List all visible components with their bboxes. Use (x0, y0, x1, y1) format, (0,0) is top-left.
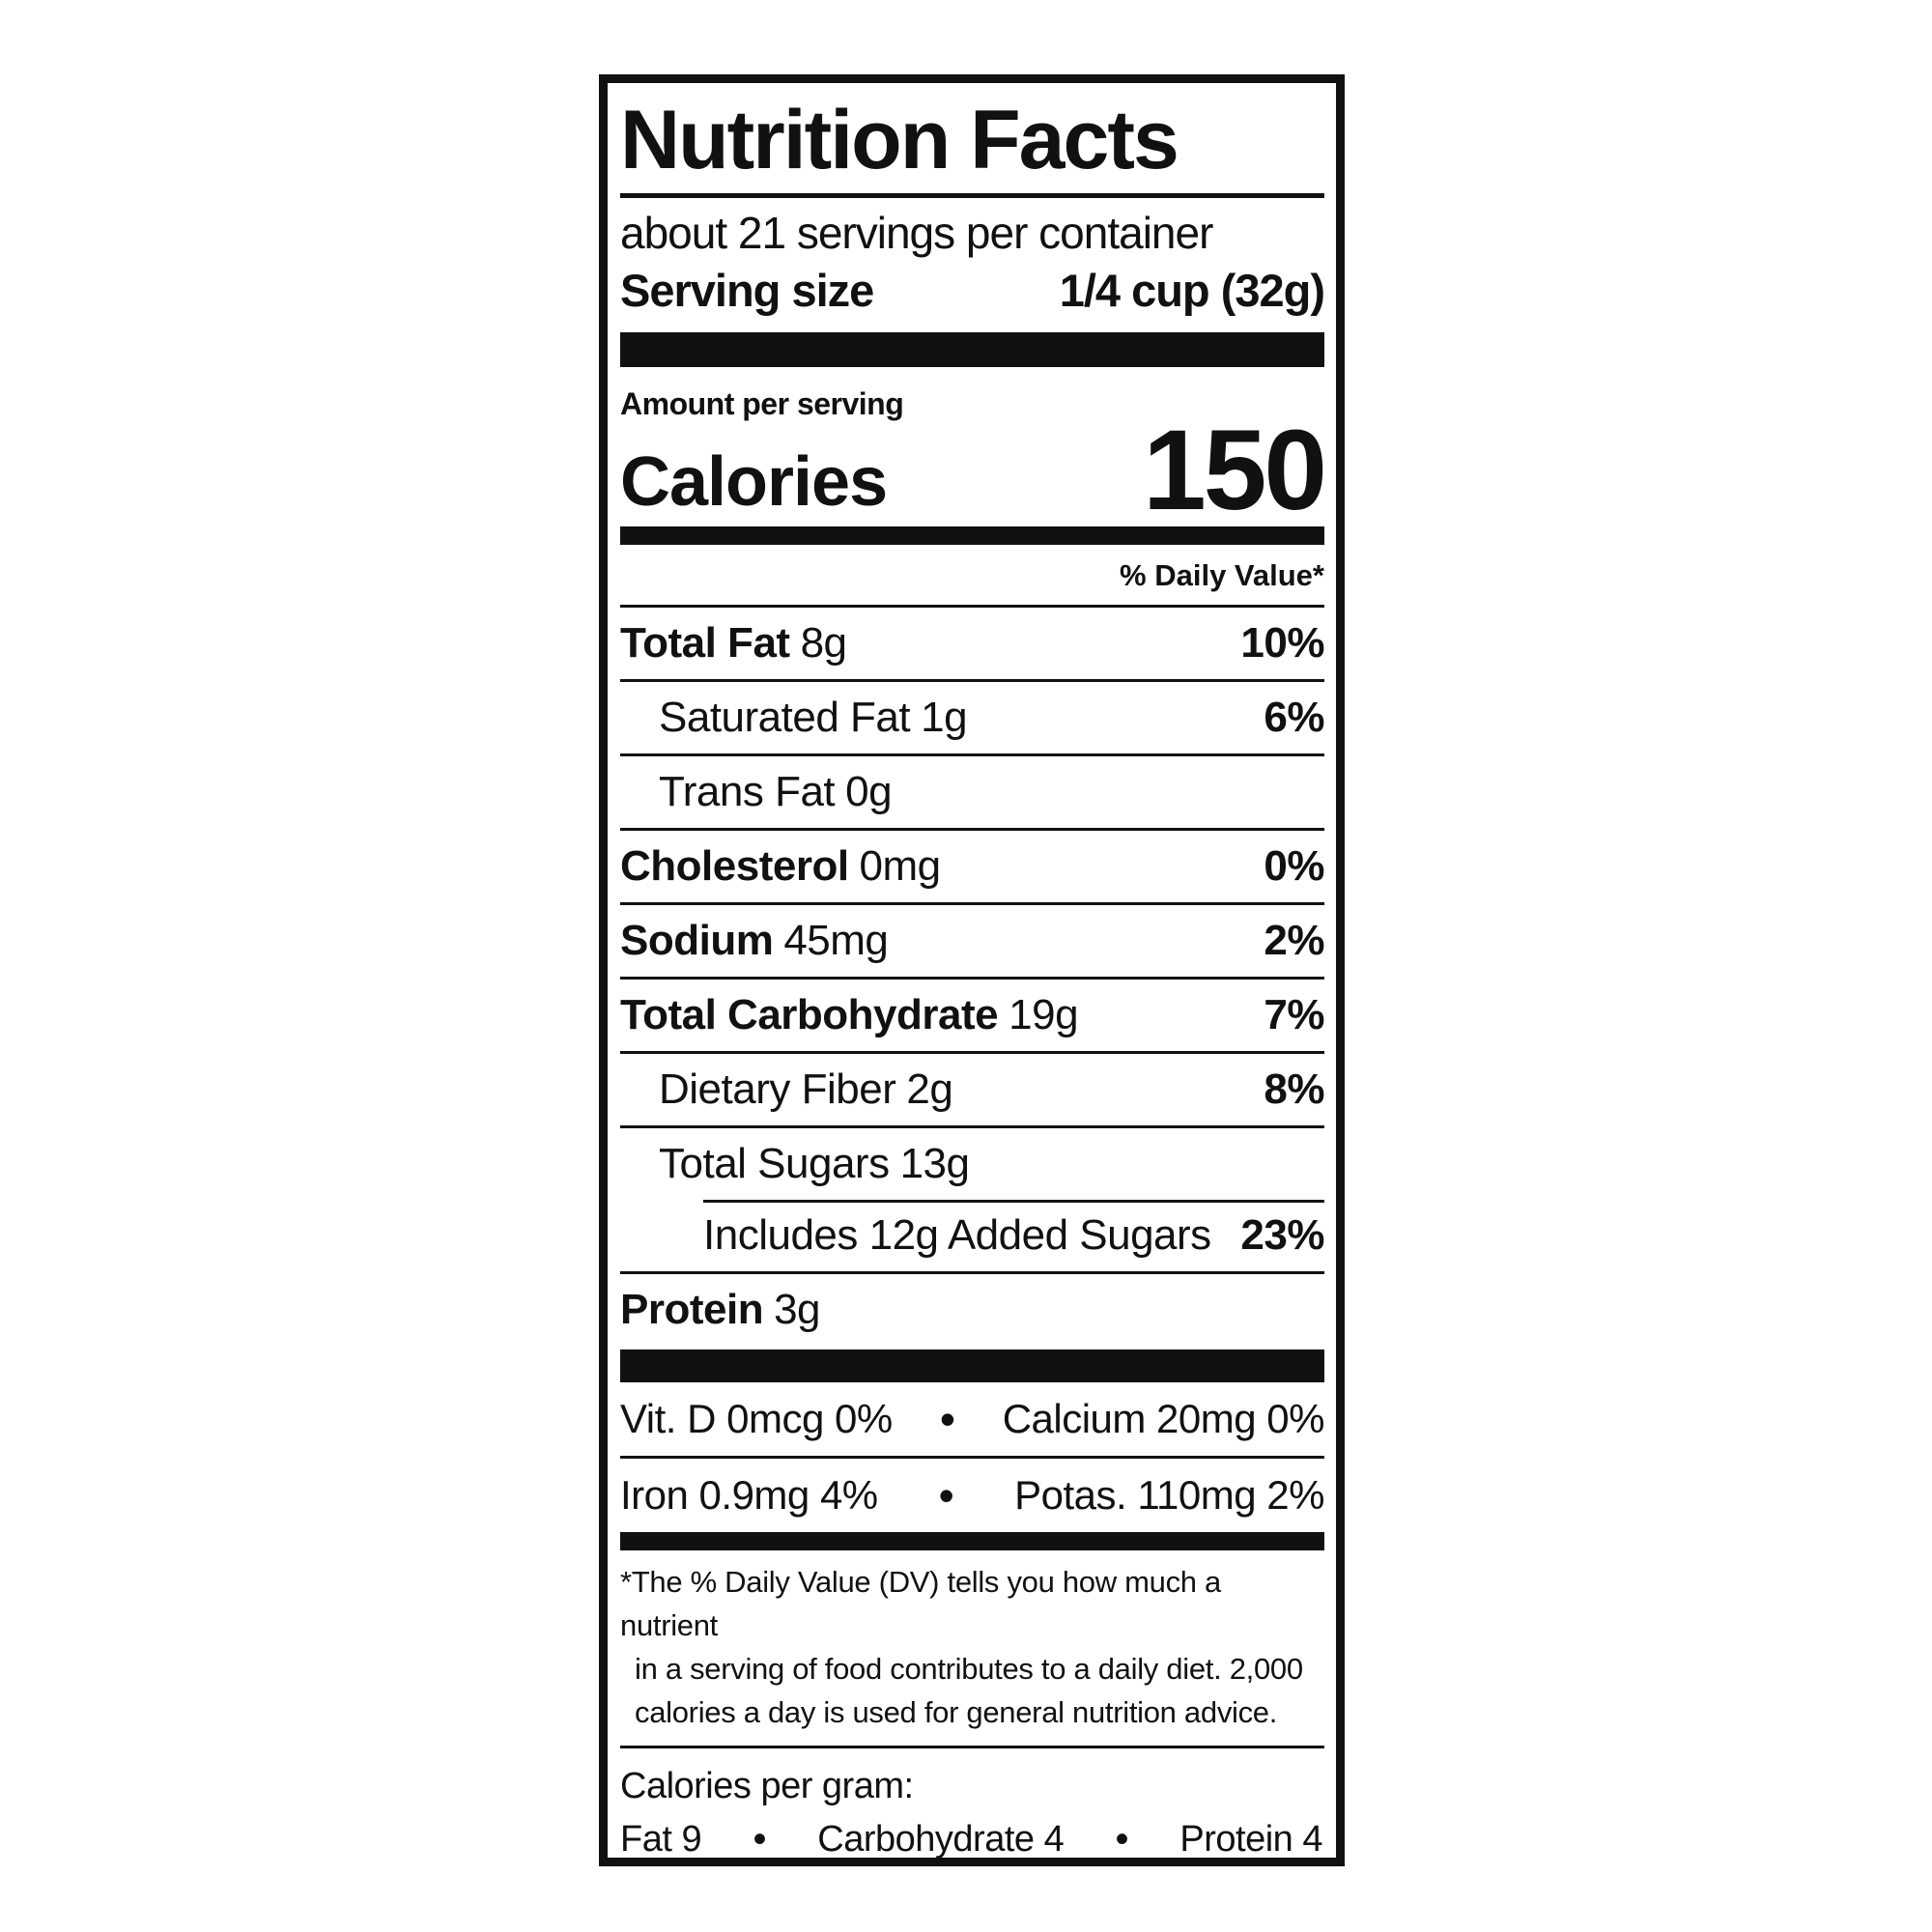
footnote-line: *The % Daily Value (DV) tells you how mu… (620, 1565, 1221, 1643)
nutrient-amount: 13g (899, 1140, 970, 1188)
nutrient-name: Trans Fat (659, 768, 836, 816)
nutrient-name: Total Fat (620, 619, 790, 668)
nutrient-name: Cholesterol (620, 842, 849, 891)
calories-label: Calories (620, 443, 888, 522)
thick-divider-bar (620, 331, 1324, 367)
thick-divider-bar (620, 1350, 1324, 1383)
nutrient-dv: 2% (1264, 917, 1324, 965)
calories-row: Calories 150 (620, 406, 1327, 534)
bullet-separator: • (753, 1818, 766, 1861)
servings-per-container: about 21 servings per container (620, 207, 1213, 258)
amount-per-serving: Amount per serving (620, 385, 904, 421)
nutrient-row-protein: Protein 3g (620, 1274, 1324, 1346)
title-divider (620, 192, 1324, 198)
nutrient-row-trans-fat: Trans Fat 0g (620, 756, 1324, 832)
footnote-line: in a serving of food contributes to a da… (635, 1652, 1303, 1687)
bullet-separator: • (938, 1470, 954, 1521)
nutrient-dv: 0% (1264, 842, 1324, 891)
nutrient-dv: 7% (1264, 991, 1324, 1039)
micronutrient-left: Vit. D 0mcg 0% (620, 1396, 893, 1442)
nutrient-amount: 0mg (859, 842, 942, 891)
nutrient-name: Total Sugars (659, 1140, 890, 1188)
nutrient-name: Saturated Fat (659, 694, 911, 742)
medium-divider-bar (620, 1532, 1324, 1551)
nutrient-dv: 6% (1264, 694, 1324, 742)
nutrient-amount: 0g (845, 768, 893, 816)
footnote-line: calories a day is used for general nutri… (635, 1695, 1278, 1730)
nutrient-row-total-fat: Total Fat 8g 10% (620, 608, 1324, 683)
nutrient-row-total-carbohydrate: Total Carbohydrate 19g 7% (620, 980, 1324, 1055)
thin-divider (620, 1746, 1324, 1749)
nutrient-amount: 1g (921, 694, 968, 742)
daily-value-header: % Daily Value* (620, 545, 1324, 609)
nutrient-dv: 23% (1240, 1211, 1324, 1260)
nutrient-name: Total Carbohydrate (620, 991, 999, 1039)
nutrient-name: Dietary Fiber (659, 1065, 896, 1114)
micronutrient-row-1: Vit. D 0mcg 0% • Calcium 20mg 0% (620, 1382, 1325, 1460)
nutrient-row-sodium: Sodium 45mg 2% (620, 905, 1324, 980)
medium-divider-bar (620, 526, 1324, 546)
nutrient-row-total-sugars: Total Sugars 13g (620, 1128, 1324, 1200)
nutrient-row-cholesterol: Cholesterol 0mg 0% (620, 831, 1324, 906)
daily-value-footnote: *The % Daily Value (DV) tells you how mu… (620, 1550, 1324, 1746)
cpg-protein: Protein 4 (1179, 1819, 1322, 1861)
calories-value: 150 (1143, 406, 1327, 534)
nutrient-amount: 8g (800, 619, 847, 668)
micronutrient-right: Potas. 110mg 2% (1014, 1472, 1324, 1519)
nutrition-facts-label: Nutrition Facts about 21 servings per co… (599, 74, 1345, 1866)
micronutrient-row-2: Iron 0.9mg 4% • Potas. 110mg 2% (620, 1459, 1324, 1532)
nutrient-name: Includes 12g Added Sugars (703, 1211, 1211, 1260)
nutrient-amount: 45mg (783, 917, 889, 965)
label-title: Nutrition Facts (620, 94, 1179, 186)
micronutrient-left: Iron 0.9mg 4% (620, 1472, 878, 1519)
serving-size-label: Serving size (620, 264, 874, 316)
nutrient-row-dietary-fiber: Dietary Fiber 2g 8% (620, 1054, 1324, 1129)
bullet-separator: • (1115, 1818, 1129, 1861)
nutrient-row-saturated-fat: Saturated Fat 1g 6% (620, 682, 1324, 757)
nutrient-name: Protein (620, 1286, 764, 1334)
nutrient-amount: 19g (1009, 991, 1079, 1039)
nutrient-dv: 8% (1264, 1065, 1324, 1114)
nutrient-dv: 10% (1240, 619, 1324, 668)
serving-size-value: 1/4 cup (32g) (1059, 264, 1325, 316)
calories-per-gram-label: Calories per gram: (620, 1766, 914, 1807)
cpg-fat: Fat 9 (620, 1819, 702, 1861)
cpg-carbohydrate: Carbohydrate 4 (817, 1819, 1065, 1861)
micronutrient-right: Calcium 20mg 0% (1002, 1396, 1325, 1442)
nutrient-amount: 3g (774, 1286, 821, 1334)
nutrient-amount: 2g (906, 1065, 953, 1114)
serving-size-row: Serving size 1/4 cup (32g) (620, 261, 1325, 321)
calories-per-gram-row: Fat 9 • Carbohydrate 4 • Protein 4 (620, 1812, 1324, 1861)
nutrient-row-added-sugars: Includes 12g Added Sugars 23% (620, 1200, 1324, 1275)
bullet-separator: • (939, 1394, 955, 1445)
nutrient-name: Sodium (620, 917, 774, 965)
